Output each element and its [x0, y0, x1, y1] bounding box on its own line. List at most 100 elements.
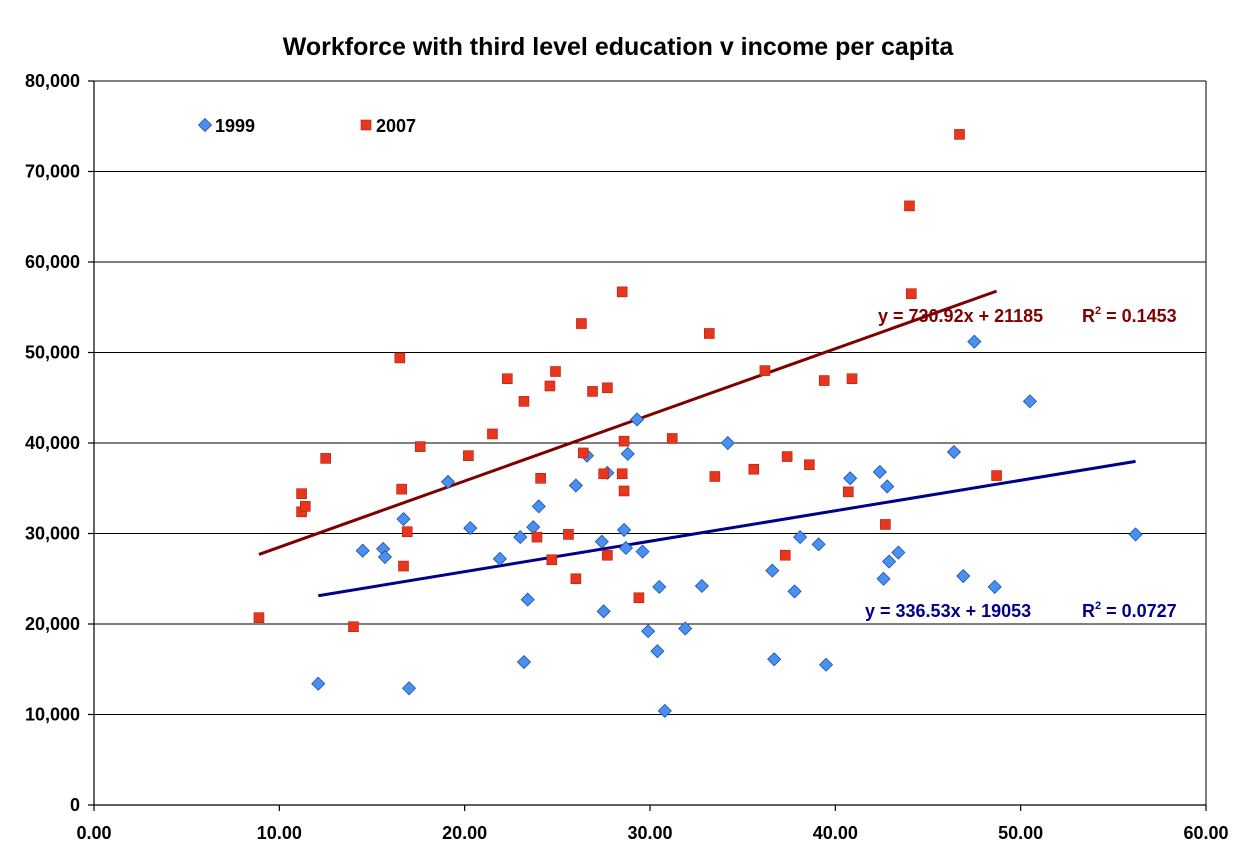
- r-squared-label: R2 = 0.1453: [1082, 305, 1177, 326]
- point-2007: [320, 453, 331, 464]
- trendlines: [258, 289, 1136, 598]
- point-2007: [602, 549, 613, 561]
- point-1999: [635, 544, 650, 559]
- point-2007: [991, 470, 1002, 481]
- point-2007: [518, 396, 530, 407]
- point-1999: [594, 534, 609, 549]
- x-tick-label: 60.00: [1183, 823, 1228, 843]
- point-2007: [587, 386, 598, 397]
- point-2007: [616, 286, 628, 298]
- trendline-2007: [258, 289, 998, 556]
- point-1999: [641, 624, 656, 639]
- point-1999: [765, 563, 780, 578]
- r-squared-exponent: 2: [1095, 600, 1101, 612]
- point-1999: [872, 464, 887, 480]
- point-2007: [748, 463, 760, 475]
- point-1999: [568, 478, 583, 493]
- point-1999: [946, 444, 962, 460]
- point-2007: [666, 433, 678, 444]
- point-1999: [596, 604, 611, 619]
- point-2007: [398, 560, 409, 572]
- point-1999: [520, 592, 535, 607]
- point-2007: [704, 328, 715, 339]
- legend-label-1999: 1999: [215, 116, 255, 136]
- gridlines: [94, 80, 1206, 715]
- chart-title: Workforce with third level education v i…: [283, 33, 955, 61]
- point-1999: [787, 584, 802, 599]
- point-1999: [618, 540, 633, 556]
- point-1999: [876, 571, 891, 586]
- point-2007: [487, 428, 498, 440]
- point-1999: [843, 471, 858, 486]
- point-2007: [253, 612, 265, 623]
- point-2007: [843, 486, 854, 498]
- point-1999: [516, 654, 532, 670]
- x-tick-label: 10.00: [257, 823, 302, 843]
- point-2007: [616, 468, 628, 480]
- point-2007: [576, 318, 587, 329]
- point-2007: [535, 472, 546, 484]
- point-1999: [811, 537, 826, 552]
- point-1999: [987, 579, 1002, 594]
- r-squared-value: = 0.1453: [1101, 306, 1177, 326]
- point-2007: [804, 459, 815, 471]
- point-2007: [598, 468, 609, 480]
- r-squared-r: R: [1082, 306, 1095, 326]
- point-2007: [846, 373, 858, 385]
- x-tick-label: 30.00: [627, 823, 672, 843]
- y-tick-label: 70,000: [25, 162, 80, 182]
- point-2007: [759, 365, 771, 376]
- x-tick-label: 0.00: [76, 823, 111, 843]
- point-1999: [629, 412, 645, 427]
- r-squared-exponent: 2: [1095, 305, 1101, 317]
- y-tick-label: 0: [70, 795, 80, 815]
- point-1999: [402, 681, 417, 696]
- y-tick-label: 30,000: [25, 524, 80, 544]
- point-1999: [882, 554, 897, 569]
- point-2007: [904, 200, 915, 212]
- data-points: [253, 129, 1143, 718]
- point-1999: [956, 568, 971, 584]
- y-tick-label: 50,000: [25, 343, 80, 363]
- point-1999: [396, 511, 411, 527]
- r-squared-r: R: [1082, 601, 1095, 621]
- point-1999: [1128, 527, 1143, 542]
- point-1999: [377, 549, 393, 565]
- point-1999: [492, 551, 507, 566]
- point-1999: [819, 657, 834, 672]
- trendline-1999: [318, 459, 1136, 598]
- point-1999: [650, 644, 665, 659]
- point-1999: [880, 479, 895, 494]
- point-1999: [657, 703, 672, 718]
- point-1999: [620, 446, 635, 461]
- point-1999: [891, 545, 906, 560]
- point-1999: [463, 521, 478, 536]
- point-1999: [1022, 394, 1037, 409]
- point-2007: [818, 375, 830, 386]
- x-tick-label: 50.00: [998, 823, 1043, 843]
- point-2007: [396, 483, 407, 495]
- trendline-equation: y = 730.92x + 21185: [878, 306, 1043, 326]
- point-2007: [531, 531, 543, 543]
- point-1999: [513, 530, 528, 545]
- point-2007: [709, 471, 721, 482]
- point-2007: [299, 501, 311, 512]
- point-2007: [633, 592, 645, 604]
- point-2007: [348, 621, 359, 633]
- y-tick-label: 10,000: [25, 705, 80, 725]
- y-tick-label: 60,000: [25, 252, 80, 272]
- point-2007: [414, 441, 426, 452]
- point-2007: [906, 288, 917, 299]
- point-1999: [694, 578, 709, 594]
- point-2007: [779, 549, 791, 561]
- y-tick-label: 20,000: [25, 614, 80, 634]
- point-2007: [501, 373, 513, 385]
- point-2007: [563, 529, 574, 540]
- x-tick-label: 40.00: [813, 823, 858, 843]
- point-2007: [880, 519, 891, 530]
- point-2007: [550, 366, 561, 377]
- r-squared-label: R2 = 0.0727: [1082, 600, 1177, 621]
- legend-marker-1999: [197, 117, 213, 133]
- point-2007: [394, 352, 406, 364]
